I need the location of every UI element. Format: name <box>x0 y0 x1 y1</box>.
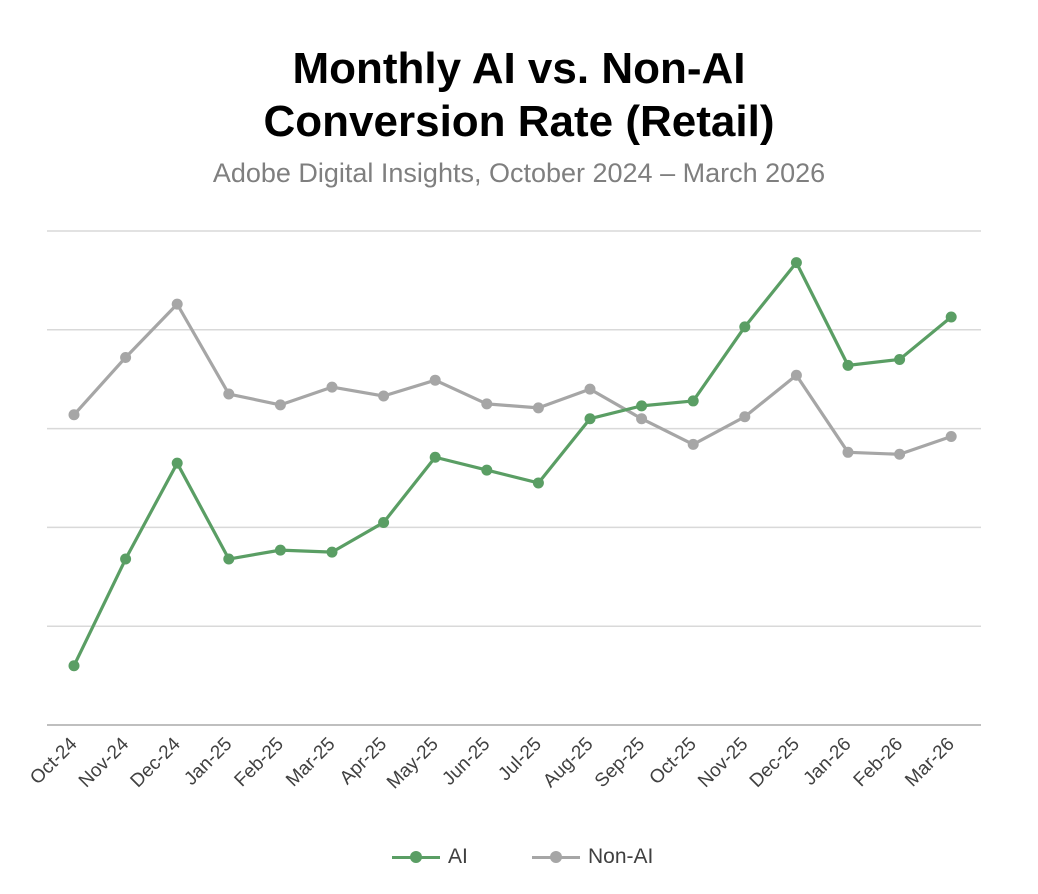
series-ai-point <box>739 321 751 333</box>
x-tick-label: Dec-25 <box>746 734 804 792</box>
series-non-ai-point <box>274 399 286 411</box>
series-non-ai-point <box>481 398 493 410</box>
series-non-ai-point <box>945 431 957 443</box>
series-ai-point <box>842 359 854 371</box>
legend: AI Non-AI <box>0 845 1038 875</box>
x-tick-label: Nov-24 <box>75 733 133 791</box>
x-tick-label: Feb-25 <box>231 734 288 791</box>
series-ai-point <box>481 464 493 476</box>
series-ai-point <box>429 451 441 463</box>
series-ai-point <box>636 400 648 412</box>
x-tick-label: Sep-25 <box>591 734 649 792</box>
legend-swatch-ai <box>392 846 440 868</box>
x-tick-label: Aug-25 <box>539 734 597 792</box>
series-ai-point <box>223 553 235 565</box>
x-tick-label: Mar-26 <box>901 734 958 791</box>
series-ai-point <box>171 457 183 469</box>
chart-title-line-1: Monthly AI vs. Non-AI <box>292 44 746 93</box>
chart-title: Monthly AI vs. Non-AI Conversion Rate (R… <box>0 42 1038 148</box>
series-non-ai-point <box>429 374 441 386</box>
series-non-ai-point <box>326 381 338 393</box>
legend-label-non-ai: Non-AI <box>588 845 654 868</box>
x-tick-label: May-25 <box>383 734 443 794</box>
x-tick-label: Apr-25 <box>336 734 391 789</box>
legend-label-ai: AI <box>448 845 468 868</box>
series-non-ai-point <box>532 402 544 414</box>
series-ai-point <box>584 413 596 425</box>
series-non-ai-point <box>739 411 751 423</box>
series-non-ai-point <box>68 409 80 421</box>
chart-subtitle: Adobe Digital Insights, October 2024 – M… <box>212 158 826 188</box>
x-tick-label: Nov-25 <box>694 734 752 792</box>
series-non-ai-line <box>72 302 952 456</box>
legend-item-ai: AI <box>392 845 468 869</box>
x-tick-label: Mar-25 <box>282 734 339 791</box>
series-ai-point <box>378 516 390 528</box>
series-ai-point <box>326 546 338 558</box>
series-non-ai-point <box>894 448 906 460</box>
series-ai-point <box>68 660 80 672</box>
x-tick-label: Oct-24 <box>26 733 81 788</box>
series-ai-point <box>945 311 957 323</box>
series-non-ai-point <box>790 369 802 381</box>
series-non-ai-point <box>687 438 699 450</box>
legend-swatch-non-ai <box>532 846 580 868</box>
series-ai-line <box>72 261 953 667</box>
chart-title-line-2: Conversion Rate (Retail) <box>263 97 775 146</box>
series-non-ai-point <box>171 298 183 310</box>
x-tick-label: Oct-25 <box>646 734 701 789</box>
series-non-ai-point <box>636 413 648 425</box>
series-ai-point <box>532 477 544 489</box>
series-non-ai-point <box>120 351 132 363</box>
series-non-ai-point <box>842 446 854 458</box>
x-tick-label: Jul-25 <box>494 734 545 785</box>
x-tick-label: Dec-24 <box>127 733 185 791</box>
x-tick-label: Jun-25 <box>438 734 494 790</box>
x-tick-label: Feb-26 <box>850 734 907 791</box>
series-ai-point <box>894 353 906 365</box>
x-tick-label: Jan-26 <box>800 734 856 790</box>
series-ai-point <box>687 395 699 407</box>
series-non-ai-point <box>223 388 235 400</box>
series-non-ai-point <box>378 390 390 402</box>
series-ai-point <box>120 553 132 565</box>
series-ai-point <box>274 544 286 556</box>
series-ai-point <box>790 257 802 269</box>
legend-item-non-ai: Non-AI <box>532 845 653 869</box>
series-non-ai-point <box>584 383 596 395</box>
x-tick-label: Jan-25 <box>180 734 236 790</box>
